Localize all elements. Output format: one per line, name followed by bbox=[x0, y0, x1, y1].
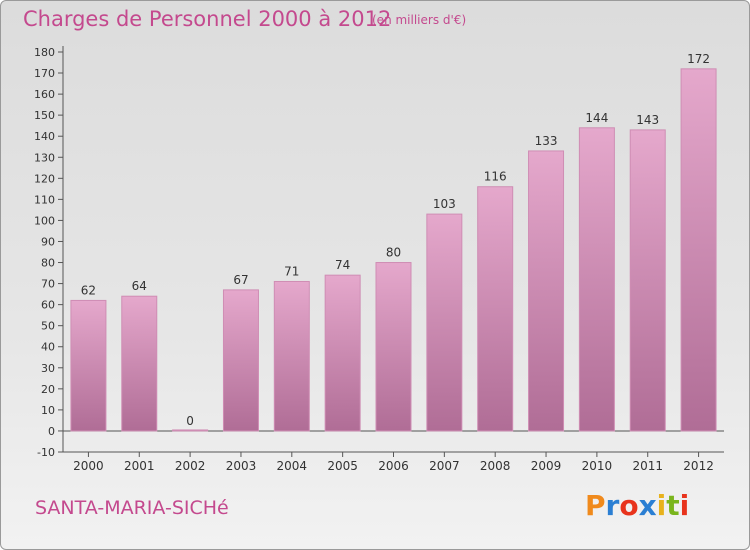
x-tick-label-2012: 2012 bbox=[683, 459, 714, 473]
y-tick-label: 60 bbox=[41, 299, 55, 312]
logo-letter: x bbox=[638, 489, 657, 522]
value-label-2005: 74 bbox=[335, 258, 350, 272]
y-tick-label: 30 bbox=[41, 362, 55, 375]
value-label-2007: 103 bbox=[433, 197, 456, 211]
y-tick-label: 170 bbox=[34, 67, 55, 80]
bar-2007 bbox=[426, 213, 463, 432]
bar-2003 bbox=[222, 289, 259, 432]
y-tick-label: 160 bbox=[34, 88, 55, 101]
x-tick-label-2009: 2009 bbox=[531, 459, 562, 473]
value-label-2002: 0 bbox=[186, 414, 194, 428]
bar-2000 bbox=[70, 299, 107, 432]
value-label-2010: 144 bbox=[585, 111, 608, 125]
commune-name: SANTA-MARIA-SICHé bbox=[35, 497, 229, 519]
value-label-2011: 143 bbox=[636, 113, 659, 127]
logo-letter: i bbox=[656, 489, 667, 522]
y-tick-label: -10 bbox=[37, 446, 55, 459]
value-label-2000: 62 bbox=[81, 283, 96, 297]
y-tick-label: 70 bbox=[41, 278, 55, 291]
value-label-2012: 172 bbox=[687, 52, 710, 66]
x-tick-label-2003: 2003 bbox=[226, 459, 257, 473]
x-tick-label-2005: 2005 bbox=[327, 459, 358, 473]
proxiti-logo[interactable]: Proxiti bbox=[585, 489, 689, 522]
y-tick-label: 140 bbox=[34, 130, 55, 143]
y-tick-label: 90 bbox=[41, 235, 55, 248]
y-tick-label: 10 bbox=[41, 404, 55, 417]
bar-2005 bbox=[324, 274, 361, 432]
bar-2011 bbox=[629, 129, 666, 432]
logo-letter: o bbox=[619, 489, 639, 522]
value-label-2009: 133 bbox=[535, 134, 558, 148]
bar-2004 bbox=[273, 280, 310, 432]
value-label-2006: 80 bbox=[386, 246, 401, 260]
x-tick-label-2006: 2006 bbox=[378, 459, 409, 473]
x-tick-label-2004: 2004 bbox=[277, 459, 308, 473]
bar-2010 bbox=[578, 127, 615, 432]
y-tick-label: 180 bbox=[34, 46, 55, 59]
logo-letter: P bbox=[585, 489, 606, 522]
chart-title: Charges de Personnel 2000 à 2012 bbox=[23, 7, 392, 31]
logo-letter: t bbox=[666, 489, 680, 522]
x-tick-label-2007: 2007 bbox=[429, 459, 460, 473]
x-tick-label-2008: 2008 bbox=[480, 459, 511, 473]
x-tick-label-2010: 2010 bbox=[582, 459, 613, 473]
chart-subtitle: (en milliers d'€) bbox=[372, 13, 467, 27]
y-tick-label: 100 bbox=[34, 214, 55, 227]
y-tick-label: 130 bbox=[34, 151, 55, 164]
bar-2008 bbox=[477, 186, 514, 432]
y-tick-label: 50 bbox=[41, 320, 55, 333]
x-tick-label-2011: 2011 bbox=[632, 459, 663, 473]
y-tick-label: 0 bbox=[48, 425, 55, 438]
value-label-2003: 67 bbox=[233, 273, 248, 287]
y-tick-label: 120 bbox=[34, 172, 55, 185]
bar-2002 bbox=[172, 429, 209, 432]
value-label-2008: 116 bbox=[484, 170, 507, 184]
x-tick-label-2000: 2000 bbox=[73, 459, 104, 473]
y-tick-label: 80 bbox=[41, 257, 55, 270]
bar-2009 bbox=[528, 150, 565, 432]
y-tick-label: 40 bbox=[41, 341, 55, 354]
y-tick-label: 110 bbox=[34, 193, 55, 206]
x-tick-label-2001: 2001 bbox=[124, 459, 155, 473]
x-tick-label-2002: 2002 bbox=[175, 459, 206, 473]
y-tick-label: 20 bbox=[41, 383, 55, 396]
bar-2006 bbox=[375, 262, 412, 432]
value-label-2001: 64 bbox=[132, 279, 147, 293]
value-label-2004: 71 bbox=[284, 264, 299, 278]
logo-letter: r bbox=[605, 489, 620, 522]
logo-letter: i bbox=[679, 489, 690, 522]
bar-2001 bbox=[121, 295, 158, 432]
bar-2012 bbox=[680, 68, 717, 432]
y-tick-label: 150 bbox=[34, 109, 55, 122]
